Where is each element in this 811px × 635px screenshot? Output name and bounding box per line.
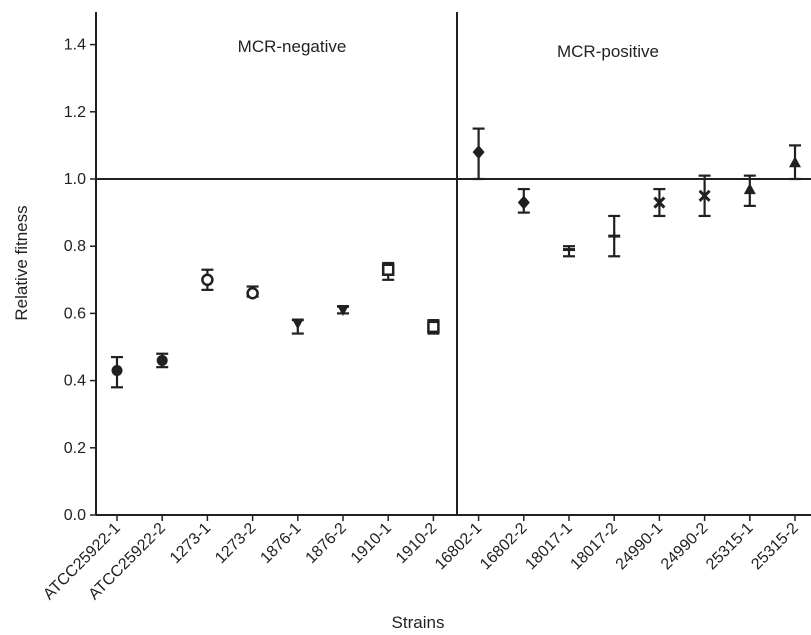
y-tick-label: 1.4 [64,37,86,54]
y-axis-ticks: 0.0 0.2 0.4 0.6 0.8 1.0 1.2 1.4 [64,37,96,524]
x-tick-label: 16802-1 [432,520,486,574]
data-point-1273-2 [246,285,259,300]
x-tick-label: 18017-2 [567,520,621,574]
data-point-1876-2 [337,305,349,317]
x-tick-label: 25315-2 [748,520,802,574]
x-tick-label: ATCC25922-1 [40,520,124,604]
x-tick-label: 25315-1 [703,520,757,574]
x-tick-label: 16802-2 [477,520,531,574]
marker-square-open [381,263,395,276]
marker-circle-open [201,273,214,287]
group-label-mcr-positive: MCR-positive [557,42,659,61]
data-point-1876-1 [291,318,304,335]
data-point-16802-1 [472,127,485,181]
y-tick-label: 0.4 [64,373,86,390]
x-tick-label: 18017-1 [522,520,576,574]
marker-circle-open [246,286,259,300]
marker-triangle-up [743,183,756,195]
x-tick-label: 1876-2 [303,520,350,567]
data-point-1910-2 [427,319,440,335]
x-tick-label: 1273-2 [212,520,259,567]
x-tick-label: 1273-1 [167,520,214,567]
y-tick-label: 0.6 [64,305,86,322]
y-tick-label: 1.0 [64,171,86,188]
x-axis-title: Strains [392,613,445,632]
marker-triangle-up [789,156,801,168]
y-tick-label: 0.0 [64,507,86,524]
group-label-mcr-negative: MCR-negative [238,37,347,56]
data-points [111,127,801,389]
marker-triangle-down [337,305,349,317]
data-point-25315-1 [743,174,756,207]
marker-diamond-filled [472,145,485,160]
y-tick-label: 1.2 [64,104,86,121]
marker-circle-filled [111,365,123,377]
x-tick-label: 1910-1 [348,520,395,567]
data-point-1273-1 [201,268,214,291]
marker-cross-b [653,196,666,209]
data-point-25315-2 [789,144,801,181]
marker-triangle-down [291,318,304,330]
data-point-24990-1 [653,187,666,218]
x-tick-label: 24990-2 [658,520,712,574]
x-tick-label: 1876-1 [257,520,304,567]
data-point-ATCC25922-2 [156,352,169,369]
marker-square-open [427,320,440,334]
data-point-24990-2 [698,174,711,218]
x-tick-label: 24990-1 [613,520,667,574]
x-axis-ticks: ATCC25922-1ATCC25922-21273-11273-21876-1… [40,515,802,603]
y-tick-label: 0.2 [64,440,86,457]
data-point-ATCC25922-1 [111,355,123,389]
marker-cross-b [698,189,711,202]
data-point-16802-2 [517,187,530,214]
marker-circle-filled [156,354,168,366]
data-point-18017-1 [563,245,575,258]
y-tick-label: 0.8 [64,238,86,255]
data-point-1910-1 [381,261,395,281]
y-axis-title: Relative fitness [12,205,31,320]
data-point-18017-2 [608,214,621,258]
marker-diamond-filled [517,195,530,210]
